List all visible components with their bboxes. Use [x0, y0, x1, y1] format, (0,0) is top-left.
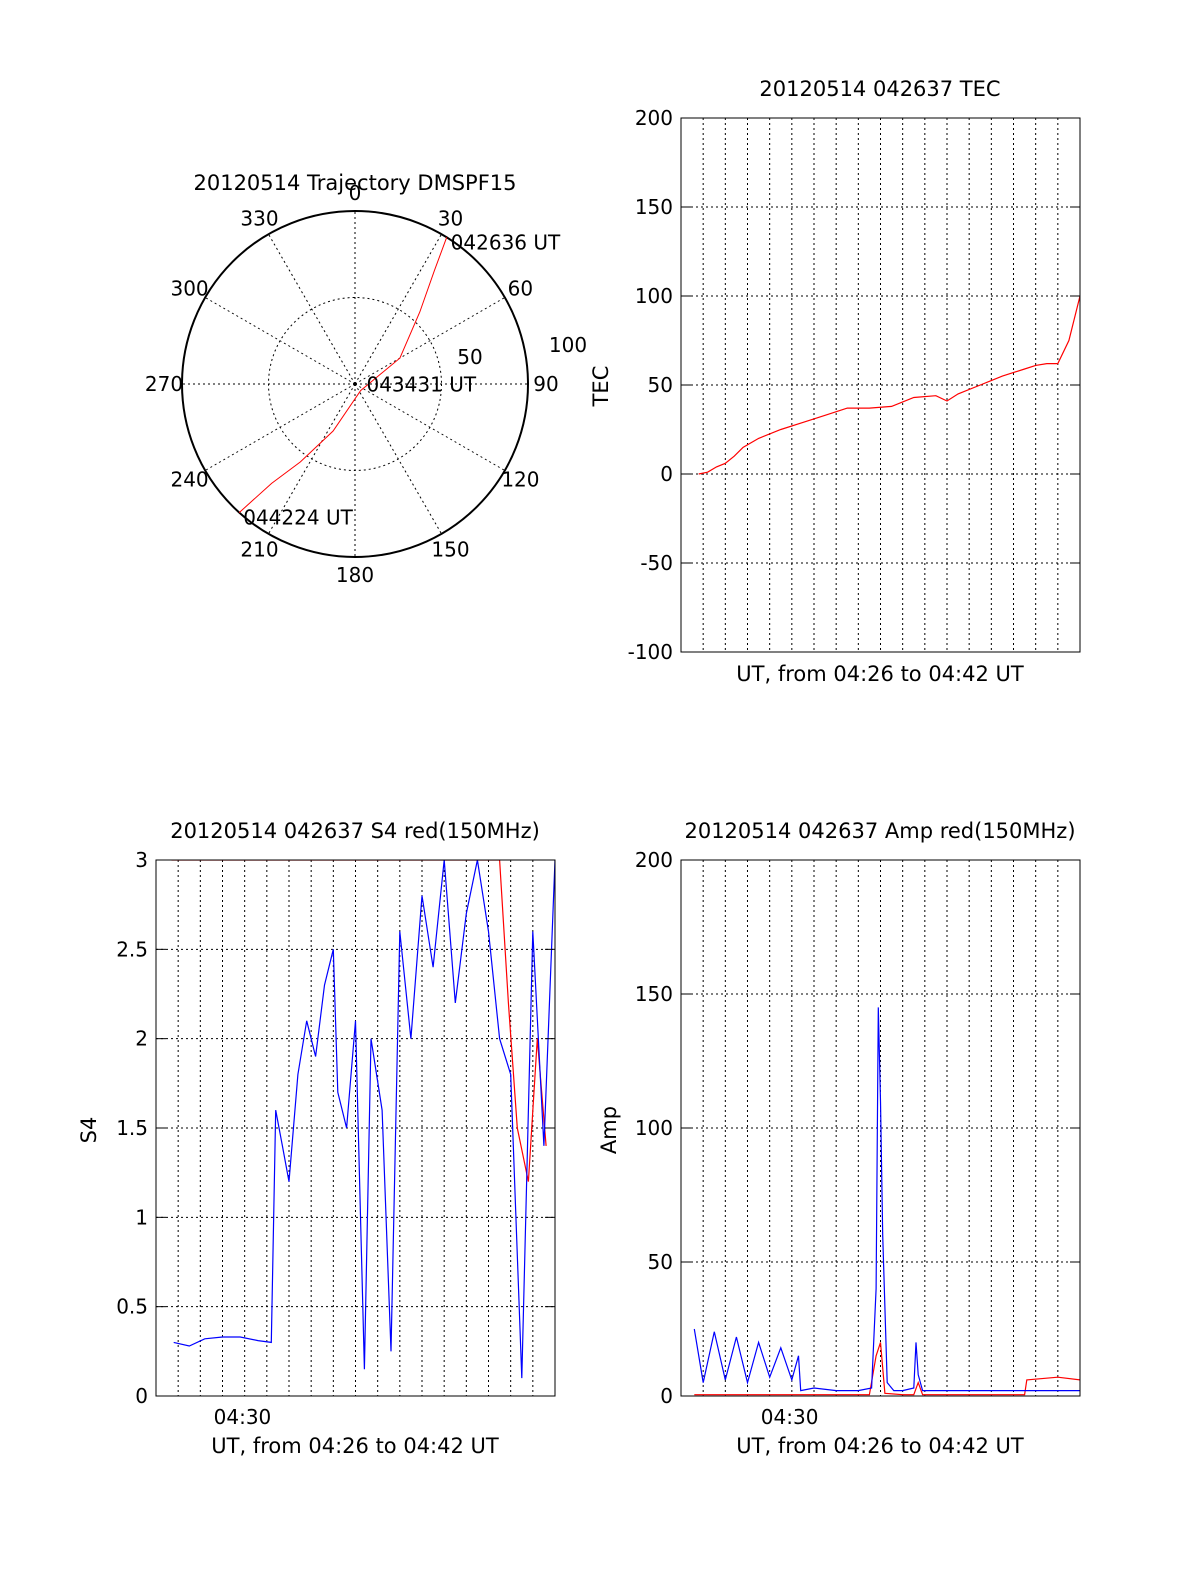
y-tick-label: 200: [635, 848, 673, 872]
amp-title: 20120514 042637 Amp red(150MHz): [684, 819, 1075, 843]
amp-xlabel: UT, from 04:26 to 04:42 UT: [736, 1434, 1024, 1458]
y-tick-label: 1.5: [116, 1116, 148, 1140]
polar-azimuth-label: 330: [240, 207, 278, 231]
trajectory-time-label: 044224 UT: [243, 506, 353, 530]
x-tick-label: 04:30: [761, 1405, 819, 1429]
s4-xlabel: UT, from 04:26 to 04:42 UT: [211, 1434, 499, 1458]
y-tick-label: 0: [660, 1384, 673, 1408]
y-tick-label: -100: [628, 640, 673, 664]
y-tick-label: 200: [635, 106, 673, 130]
polar-azimuth-label: 300: [170, 277, 208, 301]
x-tick-label: 04:30: [214, 1405, 272, 1429]
trajectory-time-label: 043431 UT: [366, 373, 476, 397]
polar-spoke: [204, 297, 356, 385]
s4-ylabel: S4: [77, 1117, 101, 1144]
tec-line-plot: 20120514 042637 TEC UT, from 04:26 to 04…: [589, 77, 1081, 686]
amp-line-plot: 20120514 042637 Amp red(150MHz) UT, from…: [597, 819, 1081, 1458]
trajectory-polar-plot: 20120514 Trajectory DMSPF15 0 30 60 90 120 15…: [145, 171, 587, 587]
series-line-1: [173, 860, 555, 1379]
y-tick-label: 2.5: [116, 937, 148, 961]
y-tick-label: 50: [648, 1250, 673, 1274]
polar-spoke: [354, 233, 442, 385]
polar-spoke: [354, 383, 506, 471]
polar-spoke: [354, 383, 442, 535]
polar-spoke: [204, 383, 356, 471]
polar-spoke: [354, 297, 506, 385]
polar-azimuth-label: 120: [501, 468, 539, 492]
amp-ylabel: Amp: [597, 1106, 621, 1154]
y-tick-label: 0.5: [116, 1295, 148, 1319]
y-tick-label: 3: [135, 848, 148, 872]
polar-spoke: [268, 383, 356, 535]
trajectory-title: 20120514 Trajectory DMSPF15: [193, 171, 516, 195]
y-tick-label: 100: [635, 1116, 673, 1140]
trajectory-line: [238, 237, 448, 513]
y-tick-label: 150: [635, 982, 673, 1006]
y-tick-label: 50: [648, 373, 673, 397]
series-line-0: [698, 295, 1080, 475]
tec-title: 20120514 042637 TEC: [759, 77, 1000, 101]
y-tick-label: 2: [135, 1027, 148, 1051]
y-tick-label: -50: [640, 551, 673, 575]
y-tick-label: 1: [135, 1205, 148, 1229]
y-tick-label: 150: [635, 195, 673, 219]
polar-outer-circle: [181, 210, 529, 558]
polar-azimuth-label: 270: [145, 372, 183, 396]
s4-line-plot: 20120514 042637 S4 red(150MHz) UT, from …: [77, 819, 556, 1458]
polar-spoke: [268, 233, 356, 385]
polar-azimuth-label: 240: [170, 468, 208, 492]
tec-xlabel: UT, from 04:26 to 04:42 UT: [736, 662, 1024, 686]
trajectory-time-label: 042636 UT: [451, 230, 561, 254]
series-line-1: [693, 1007, 1080, 1392]
y-tick-label: 0: [135, 1384, 148, 1408]
y-tick-label: 100: [635, 284, 673, 308]
series-line-0: [694, 1342, 1080, 1396]
s4-title: 20120514 042637 S4 red(150MHz): [170, 819, 540, 843]
polar-azimuth-label: 180: [336, 563, 374, 587]
polar-azimuth-label: 30: [438, 207, 463, 231]
y-tick-label: 0: [660, 462, 673, 486]
polar-azimuth-label: 90: [533, 372, 558, 396]
polar-radius-label: 50: [457, 345, 482, 369]
polar-radius-label: 100: [549, 333, 587, 357]
polar-azimuth-label: 0: [349, 181, 362, 205]
polar-azimuth-label: 210: [240, 537, 278, 561]
polar-azimuth-label: 150: [431, 537, 469, 561]
polar-azimuth-label: 60: [508, 277, 533, 301]
tec-ylabel: TEC: [589, 366, 613, 408]
